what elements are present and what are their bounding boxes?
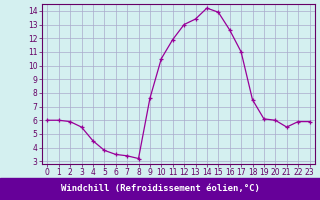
- Text: Windchill (Refroidissement éolien,°C): Windchill (Refroidissement éolien,°C): [60, 184, 260, 194]
